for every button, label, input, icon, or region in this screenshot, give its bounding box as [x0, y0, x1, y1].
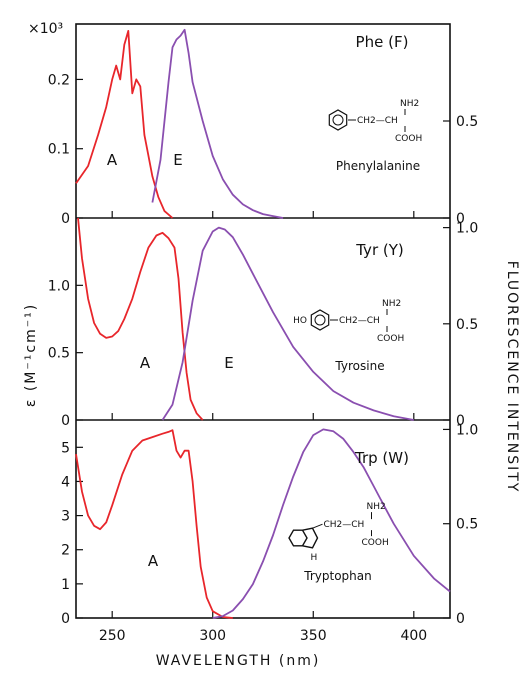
- y-right-tick-label: 0: [456, 211, 465, 227]
- absorption-line: [75, 429, 233, 619]
- y-left-tick-label: 2: [61, 543, 70, 559]
- aromatic-circle-icon: [314, 314, 326, 326]
- absorption-line: [77, 217, 204, 421]
- benzene-ring-icon: [310, 309, 330, 331]
- emission-series-label: E: [173, 151, 182, 169]
- plot-frame: [75, 23, 451, 619]
- panel-title: Phe (F): [356, 33, 409, 51]
- y-left-tick-label: 5: [61, 440, 70, 456]
- emission-line: [161, 226, 414, 421]
- y-right-tick-label: 0.5: [456, 517, 478, 533]
- y-left-tick-label: 0.1: [48, 142, 70, 158]
- y-left-tick-label: 3: [61, 509, 70, 525]
- panel-title: Tyr (Y): [355, 241, 404, 259]
- alpha-carbon-label: CH2—CH: [324, 520, 365, 530]
- absorption-series-label: A: [140, 354, 151, 372]
- y-right-tick-label: 0.5: [456, 317, 478, 333]
- ring-substituent-label: HO: [293, 316, 307, 326]
- molecule-name: Tyrosine: [334, 359, 384, 373]
- x-tick-label: 300: [199, 628, 226, 644]
- y-left-tick-label: 0: [61, 413, 70, 429]
- absorption-series-label: A: [148, 552, 159, 570]
- x-tick-label: 250: [99, 628, 126, 644]
- absorption-line: [75, 29, 174, 219]
- y-right-tick-label: 1.0: [456, 221, 478, 237]
- x-multiplier-label: ×10³: [28, 21, 63, 37]
- bond: [312, 523, 323, 529]
- emission-line: [212, 428, 451, 619]
- molecule-name: Tryptophan: [303, 569, 371, 583]
- y-left-axis-title: ε (M⁻¹cm⁻¹): [23, 303, 39, 407]
- x-axis-title: WAVELENGTH (nm): [156, 653, 321, 669]
- emission-line: [151, 28, 284, 219]
- benzene-ring-icon: [328, 109, 348, 131]
- panel-trp: 0 1 2 3 4 5 0 0.5 1.0 250 300 350 400 A Trp (W) H CH2—CH…: [61, 422, 478, 644]
- emission-series-label: E: [224, 354, 233, 372]
- y-left-tick-label: 4: [61, 474, 70, 490]
- y-right-tick-label: 0: [456, 413, 465, 429]
- carboxyl-label: COOH: [362, 538, 389, 548]
- y-right-tick-label: 0.5: [456, 114, 478, 130]
- amine-label: NH2: [400, 99, 419, 109]
- indole-pyrrole-ring-icon: [302, 527, 319, 549]
- y-left-tick-label: 0.2: [48, 72, 70, 88]
- y-left-tick-label: 0: [61, 611, 70, 627]
- y-right-tick-label: 0: [456, 611, 465, 627]
- alpha-carbon-label: CH2—CH: [357, 116, 398, 126]
- panel-title: Trp (W): [354, 449, 409, 467]
- carboxyl-label: COOH: [395, 134, 422, 144]
- y-left-tick-label: 1.0: [48, 278, 70, 294]
- y-left-tick-label: 1: [61, 577, 70, 593]
- alpha-carbon-label: CH2—CH: [339, 316, 380, 326]
- y-left-tick-label: 0: [61, 211, 70, 227]
- carboxyl-label: COOH: [377, 334, 404, 344]
- indole-benzene-ring-icon: [288, 529, 308, 547]
- absorption-series-label: A: [107, 151, 118, 169]
- molecule-name: Phenylalanine: [336, 159, 420, 173]
- y-left-tick-label: 0.5: [48, 346, 70, 362]
- x-tick-label: 400: [400, 628, 427, 644]
- y-right-axis-title: FLUORESCENCE INTENSITY: [504, 261, 520, 494]
- y-right-tick-label: 1.0: [456, 422, 478, 438]
- plot-border: [75, 23, 451, 619]
- amine-label: NH2: [382, 299, 401, 309]
- aromatic-circle-icon: [332, 114, 344, 126]
- x-tick-label: 350: [300, 628, 327, 644]
- ring-nh-label: H: [311, 553, 318, 563]
- amine-label: NH2: [367, 502, 386, 512]
